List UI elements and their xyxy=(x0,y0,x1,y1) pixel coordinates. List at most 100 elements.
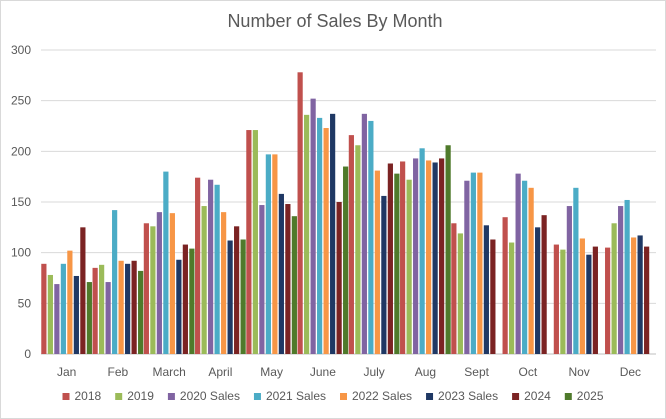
bar xyxy=(214,184,220,354)
bar xyxy=(143,223,149,354)
series-2024 xyxy=(80,158,650,354)
bar xyxy=(67,250,73,354)
bar xyxy=(426,160,432,354)
legend-swatch xyxy=(115,393,123,400)
bar xyxy=(291,216,297,354)
bar xyxy=(541,215,547,354)
x-tick-label: Dec xyxy=(620,365,641,379)
bar xyxy=(208,179,214,354)
bar xyxy=(355,145,361,354)
bar xyxy=(278,193,284,354)
bar xyxy=(150,226,156,354)
bar xyxy=(118,260,124,354)
bar xyxy=(586,254,592,354)
legend-swatch xyxy=(426,393,434,400)
legend-item: 2019 xyxy=(115,389,154,403)
bar xyxy=(644,246,650,354)
bar xyxy=(112,210,118,354)
y-tick-label: 150 xyxy=(11,195,31,209)
bar xyxy=(579,238,585,354)
bar xyxy=(201,206,207,354)
bar xyxy=(631,237,637,354)
bar xyxy=(297,72,303,354)
bar xyxy=(252,130,258,354)
bar xyxy=(176,259,182,354)
bar xyxy=(73,275,79,354)
bar xyxy=(553,244,559,354)
bar xyxy=(156,212,162,354)
legend-item: 2021 Sales xyxy=(253,389,326,403)
series-2019 xyxy=(47,114,617,354)
bar xyxy=(368,120,374,354)
x-tick-label: Sept xyxy=(464,365,489,379)
legend-swatch xyxy=(564,393,572,400)
bar xyxy=(374,170,380,354)
bar xyxy=(86,282,92,354)
bar xyxy=(361,113,367,354)
bar xyxy=(406,179,412,354)
x-tick-label: Nov xyxy=(568,365,589,379)
bar xyxy=(246,130,252,354)
gridlines xyxy=(41,49,656,355)
bar xyxy=(419,148,425,354)
bar xyxy=(54,284,60,354)
bar xyxy=(221,212,227,354)
bar xyxy=(566,206,572,354)
series-2025 xyxy=(86,145,451,354)
bar xyxy=(348,135,354,354)
y-tick-label: 300 xyxy=(11,43,31,57)
bar xyxy=(323,128,329,354)
bar xyxy=(451,223,457,354)
bar xyxy=(80,227,86,354)
bar xyxy=(265,154,271,354)
bar xyxy=(528,187,534,354)
bar xyxy=(169,213,175,354)
bar xyxy=(272,154,278,354)
bar xyxy=(285,204,291,354)
legend-item: 2020 Sales xyxy=(167,389,240,403)
legend-item: 2018 xyxy=(62,389,102,403)
series-2022-sales xyxy=(67,128,637,354)
bar xyxy=(490,239,496,354)
bar xyxy=(515,173,521,354)
x-tick-label: April xyxy=(208,365,232,379)
legend: 2018 2019 2020 Sales 2021 Sales 2022 Sales 20… xyxy=(62,389,604,403)
legend-label: 2020 Sales xyxy=(180,389,240,403)
y-tick-label: 200 xyxy=(11,144,31,158)
legend-swatch xyxy=(167,393,175,400)
bar xyxy=(413,158,419,354)
bar xyxy=(477,172,483,354)
y-tick-label: 0 xyxy=(24,347,31,361)
bar xyxy=(483,225,489,354)
legend-label: 2022 Sales xyxy=(352,389,412,403)
bar xyxy=(92,267,98,354)
bar xyxy=(439,158,445,354)
legend-swatch xyxy=(512,393,520,400)
x-tick-label: Oct xyxy=(519,365,538,379)
legend-label: 2025 xyxy=(577,389,604,403)
bar xyxy=(138,270,144,354)
y-axis-ticks: 0 50 100 150 200 250 300 xyxy=(11,43,31,361)
chart-title: Number of Sales By Month xyxy=(227,11,442,31)
legend-swatch xyxy=(340,393,347,400)
legend-item: 2024 xyxy=(512,389,551,403)
x-tick-label: Jan xyxy=(57,365,76,379)
y-tick-label: 50 xyxy=(18,296,32,310)
x-tick-label: May xyxy=(260,365,283,379)
bar xyxy=(227,240,233,354)
bar xyxy=(125,263,131,354)
bar xyxy=(105,282,111,354)
bar xyxy=(99,264,105,354)
bar xyxy=(60,263,66,354)
bar xyxy=(310,98,316,354)
bar xyxy=(464,180,470,354)
bar xyxy=(432,162,438,354)
bar xyxy=(535,227,541,354)
bar xyxy=(259,205,265,354)
bar xyxy=(317,117,323,354)
series-2020-sales xyxy=(54,98,624,354)
bar xyxy=(189,248,195,354)
legend-label: 2024 xyxy=(524,389,551,403)
series-2021-sales xyxy=(60,117,630,354)
bar xyxy=(592,246,598,354)
